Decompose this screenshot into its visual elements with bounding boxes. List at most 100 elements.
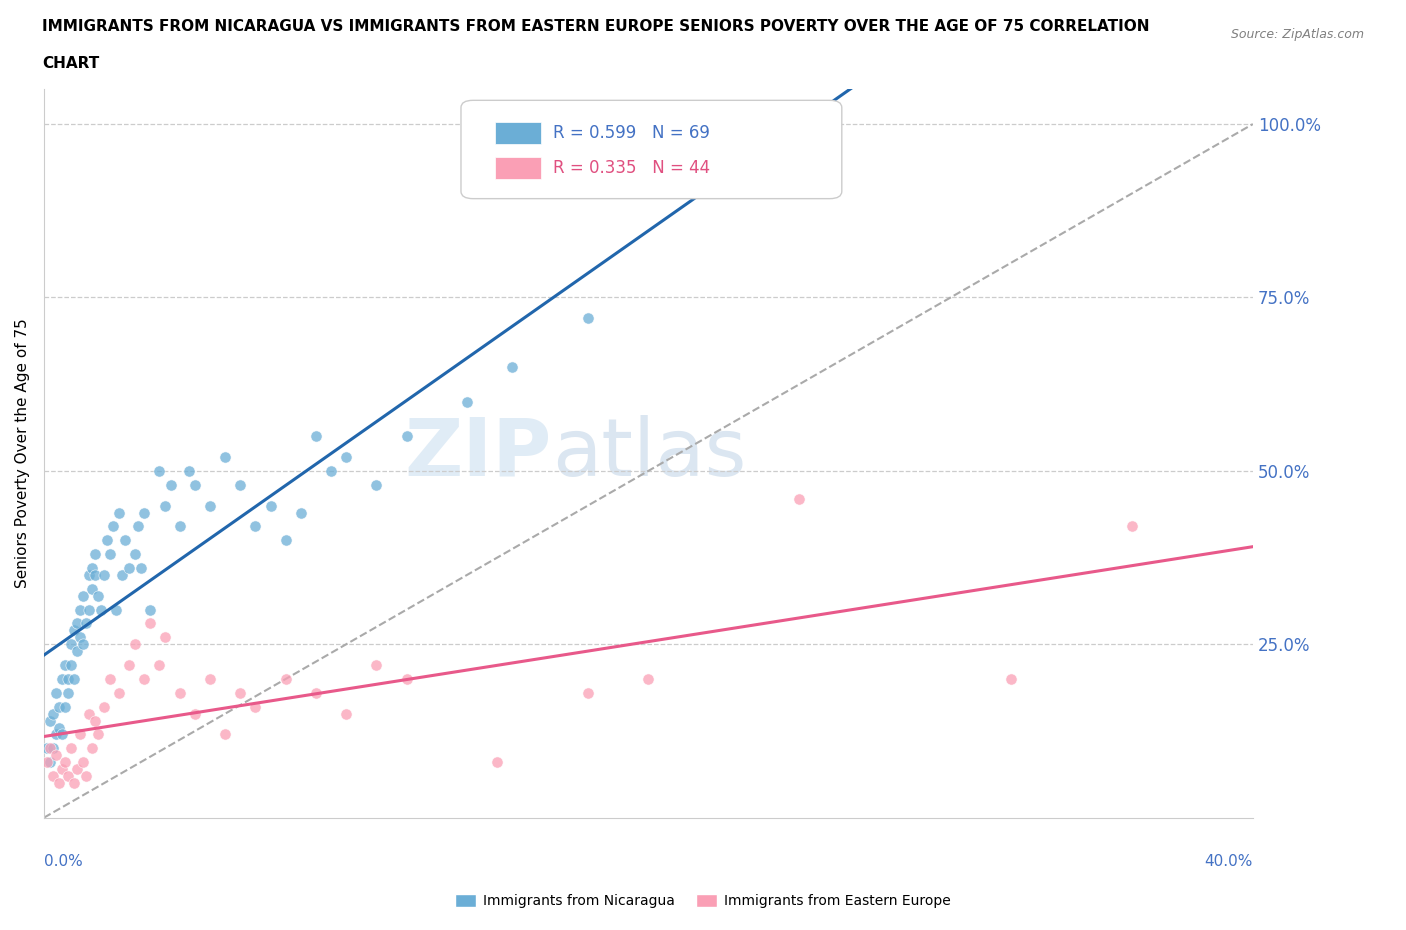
Point — [93, 699, 115, 714]
Point — [108, 685, 131, 700]
Point — [100, 547, 122, 562]
Point — [395, 429, 418, 444]
Point — [108, 505, 131, 520]
Text: R = 0.599   N = 69: R = 0.599 N = 69 — [553, 124, 710, 142]
Point — [45, 748, 67, 763]
Point — [153, 630, 176, 644]
Point — [198, 671, 221, 686]
Point — [103, 519, 125, 534]
Point — [87, 589, 110, 604]
Point — [72, 637, 94, 652]
Point — [148, 463, 170, 478]
Point — [129, 561, 152, 576]
Text: R = 0.335   N = 44: R = 0.335 N = 44 — [553, 159, 710, 177]
Point — [48, 699, 70, 714]
Point — [66, 616, 89, 631]
Legend: Immigrants from Nicaragua, Immigrants from Eastern Europe: Immigrants from Nicaragua, Immigrants fr… — [450, 889, 956, 914]
Point — [305, 429, 328, 444]
Point — [60, 637, 83, 652]
Point — [56, 671, 79, 686]
Point — [117, 561, 139, 576]
Point — [63, 623, 86, 638]
Point — [138, 616, 160, 631]
Point — [39, 755, 62, 770]
Point — [117, 658, 139, 672]
Point — [153, 498, 176, 513]
Point — [56, 685, 79, 700]
Point — [51, 727, 73, 742]
Point — [84, 713, 107, 728]
Point — [69, 727, 91, 742]
Point — [45, 727, 67, 742]
Point — [245, 519, 267, 534]
Y-axis label: Seniors Poverty Over the Age of 75: Seniors Poverty Over the Age of 75 — [15, 319, 30, 589]
Point — [486, 755, 509, 770]
Point — [290, 505, 312, 520]
Point — [56, 768, 79, 783]
Point — [214, 727, 236, 742]
Point — [42, 706, 65, 721]
Point — [45, 685, 67, 700]
Point — [69, 630, 91, 644]
Point — [35, 741, 58, 756]
Text: CHART: CHART — [42, 56, 100, 71]
Point — [501, 359, 523, 374]
Point — [72, 589, 94, 604]
Point — [82, 581, 104, 596]
Point — [53, 755, 76, 770]
Point — [576, 311, 599, 325]
Point — [48, 776, 70, 790]
Point — [51, 671, 73, 686]
Point — [75, 768, 97, 783]
Point — [105, 602, 128, 617]
Point — [53, 658, 76, 672]
Point — [198, 498, 221, 513]
Text: atlas: atlas — [551, 415, 747, 493]
Point — [93, 567, 115, 582]
Point — [66, 644, 89, 658]
Point — [169, 685, 191, 700]
Point — [60, 658, 83, 672]
Point — [48, 720, 70, 735]
Point — [84, 567, 107, 582]
Point — [214, 449, 236, 464]
Bar — [495, 157, 541, 179]
Point — [66, 762, 89, 777]
Point — [366, 658, 388, 672]
Point — [366, 477, 388, 492]
Point — [132, 505, 155, 520]
Point — [42, 741, 65, 756]
Point — [456, 394, 478, 409]
FancyBboxPatch shape — [461, 100, 842, 199]
Point — [69, 602, 91, 617]
Point — [274, 533, 297, 548]
Point — [229, 685, 252, 700]
Point — [1000, 671, 1022, 686]
Point — [77, 567, 100, 582]
Point — [124, 547, 146, 562]
Point — [75, 616, 97, 631]
Point — [229, 477, 252, 492]
Point — [335, 706, 357, 721]
Point — [159, 477, 181, 492]
Point — [789, 491, 811, 506]
Point — [576, 685, 599, 700]
Point — [100, 671, 122, 686]
Point — [259, 498, 281, 513]
Point — [96, 533, 118, 548]
Point — [60, 741, 83, 756]
Text: IMMIGRANTS FROM NICARAGUA VS IMMIGRANTS FROM EASTERN EUROPE SENIORS POVERTY OVER: IMMIGRANTS FROM NICARAGUA VS IMMIGRANTS … — [42, 19, 1150, 33]
Point — [395, 671, 418, 686]
Point — [274, 671, 297, 686]
Text: ZIP: ZIP — [405, 415, 551, 493]
Point — [39, 741, 62, 756]
Point — [184, 706, 207, 721]
Point — [1121, 519, 1143, 534]
Point — [114, 533, 136, 548]
Point — [39, 713, 62, 728]
Point — [77, 706, 100, 721]
Point — [245, 699, 267, 714]
Point — [35, 755, 58, 770]
Point — [637, 671, 659, 686]
Point — [42, 768, 65, 783]
